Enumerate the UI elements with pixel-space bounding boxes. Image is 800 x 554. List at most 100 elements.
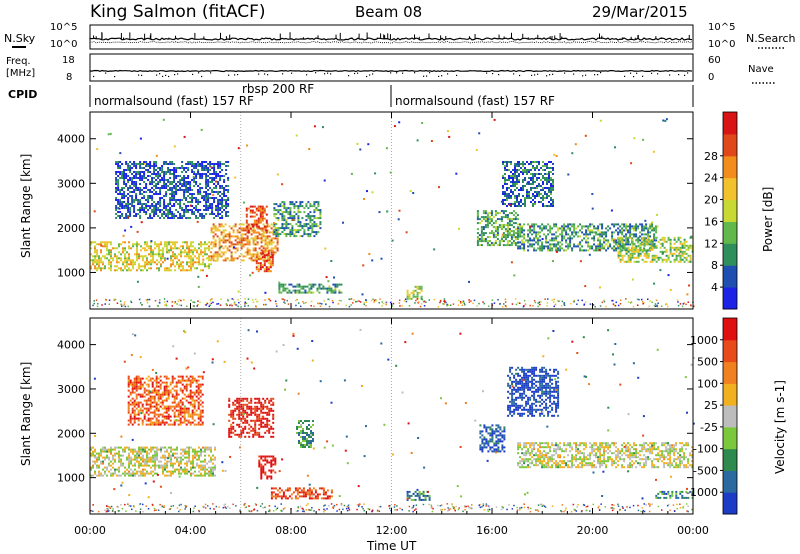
- power-ylabel: Slant Range [km]: [19, 154, 33, 258]
- nave-dot: [429, 72, 431, 74]
- velocity-colorbar: 1000 500 100 25 -25 -100 -500 -1000: [686, 317, 738, 515]
- nave-dot: [684, 74, 686, 76]
- power-echo-band: [278, 283, 343, 294]
- nave-dot: [594, 74, 596, 76]
- velocity-ytick-label: 3000: [57, 383, 85, 396]
- freq-traces: [89, 69, 693, 78]
- nave-dot: [513, 73, 515, 75]
- power-colorbar-cell: [723, 155, 737, 179]
- nave-dot: [636, 72, 638, 74]
- nave-label: Nave: [748, 64, 774, 75]
- nave-dot: [162, 75, 164, 77]
- nave-dot: [192, 73, 194, 75]
- nave-dot: [534, 74, 536, 76]
- nave-dot: [372, 73, 374, 75]
- nave-dot: [267, 74, 269, 76]
- velocity-ytick-label: 4000: [57, 339, 85, 352]
- nave-dot: [291, 72, 293, 74]
- velocity-colorbar-tick: 25: [704, 399, 718, 412]
- nave-dot: [678, 74, 680, 76]
- nave-dot: [498, 74, 500, 76]
- power-echo-band: [476, 210, 519, 247]
- velocity-ytick-label: 1000: [57, 472, 85, 485]
- velocity-ylabel: Slant Range [km]: [19, 362, 33, 466]
- nave-dot: [237, 74, 239, 76]
- nave-dot: [600, 72, 602, 74]
- nave-dot: [669, 74, 671, 76]
- nave-dot: [105, 72, 107, 74]
- power-colorbar-cell: [723, 177, 737, 201]
- nave-dot: [657, 73, 659, 75]
- nave-dot: [390, 72, 392, 74]
- time-tick-label: 20:00: [577, 524, 609, 537]
- nave-dot: [441, 75, 443, 77]
- velocity-echo-band: [258, 455, 277, 480]
- nave-dot: [357, 72, 359, 74]
- nave-dot: [642, 75, 644, 77]
- velocity-colorbar-cell: [723, 426, 737, 450]
- nave-dot: [282, 73, 284, 75]
- power-colorbar-cell: [723, 199, 737, 222]
- power-colorbar: 4 8 12 16 20 24 28: [704, 111, 738, 310]
- power-colorbar-tick: 12: [704, 237, 718, 250]
- power-echo-band: [502, 161, 554, 207]
- nave-dot: [438, 75, 440, 77]
- nave-dot: [228, 74, 230, 76]
- nave-dot: [552, 73, 554, 75]
- nave-dot: [582, 75, 584, 77]
- freq-label: Freq.: [6, 56, 31, 67]
- nsky-tick-top: 10^5: [50, 22, 77, 33]
- velocity-ground-scatter: [90, 503, 693, 513]
- station-title: King Salmon (fitACF): [90, 2, 266, 22]
- power-echo-band: [90, 241, 212, 272]
- power-colorbar-label: Power [dB]: [761, 187, 775, 252]
- nave-dot: [234, 74, 236, 76]
- nave-dot: [165, 74, 167, 76]
- freq-unit: [MHz]: [6, 68, 35, 79]
- nave-dot: [447, 73, 449, 75]
- velocity-colorbar-label: Velocity [m s-1]: [773, 380, 787, 474]
- nave-dot: [198, 72, 200, 74]
- velocity-echo-band: [655, 490, 694, 499]
- velocity-echo-band: [127, 375, 204, 426]
- nave-dot: [624, 75, 626, 77]
- power-colorbar-cell: [723, 243, 737, 266]
- velocity-echo-band: [296, 420, 314, 448]
- time-x-ticks: 00:00 04:00 08:00 12:00 16:00 20:00 00:00: [74, 112, 709, 537]
- nave-dot: [354, 72, 356, 75]
- nave-dot: [426, 75, 428, 77]
- nave-dot: [537, 73, 539, 75]
- nsearch-tick-top: 10^5: [708, 22, 735, 33]
- nave-dot: [597, 74, 599, 76]
- velocity-colorbar-cell: [723, 318, 737, 341]
- cpid-segment-3: normalsound (fast) 157 RF: [395, 94, 555, 108]
- power-ytick-label: 3000: [57, 177, 85, 190]
- nave-dot: [210, 72, 212, 74]
- velocity-echo-band: [479, 424, 506, 453]
- nave-dot: [531, 74, 533, 76]
- nave-dot: [306, 74, 308, 76]
- nave-dot: [264, 73, 266, 75]
- nave-tick-bottom: 0: [708, 72, 714, 83]
- nave-dot: [549, 74, 551, 76]
- freq-tick-top: 18: [62, 55, 75, 66]
- power-colorbar-cell: [723, 287, 737, 310]
- power-colorbar-tick: 24: [704, 172, 718, 185]
- nave-dot: [492, 73, 494, 75]
- velocity-colorbar-tick: 1000: [690, 334, 718, 347]
- time-tick-label: 00:00: [677, 524, 709, 537]
- power-echo-band: [517, 223, 658, 252]
- velocity-y-ticks: 1000 2000 3000 4000: [57, 339, 693, 485]
- nave-dot: [159, 73, 161, 75]
- freq-tick-bottom: 8: [66, 72, 72, 83]
- velocity-echo-band: [517, 442, 694, 469]
- time-tick-label: 08:00: [275, 524, 307, 537]
- power-scatter-points: [93, 118, 693, 296]
- noise-traces: [89, 32, 693, 44]
- power-echo-band: [273, 201, 322, 238]
- velocity-colorbar-tick: -1000: [686, 486, 718, 499]
- cpid-label: CPID: [8, 88, 37, 101]
- velocity-scatter-points: [93, 328, 695, 500]
- cpid-row: CPID normalsound (fast) 157 RF rbsp 200 …: [8, 82, 694, 108]
